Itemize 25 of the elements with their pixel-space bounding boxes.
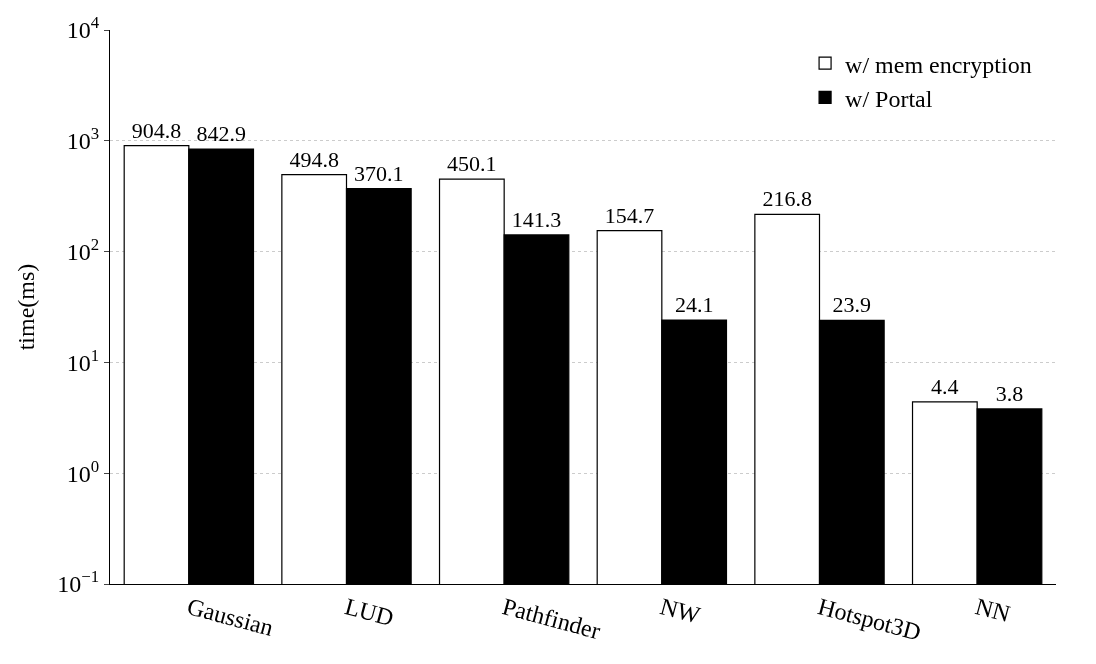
y-tick-label: 10$^{4}$ [66, 13, 100, 44]
data-label: 3.8 [995, 380, 1024, 406]
x-tick-label: Gaussian [184, 593, 277, 641]
y-axis-title: time(ms) [13, 263, 40, 351]
data-label: 154.7 [604, 202, 655, 228]
y-tick-label: 10$^{2}$ [66, 234, 100, 265]
data-label: 370.1 [354, 160, 404, 186]
data-label: 4.4 [931, 373, 959, 399]
data-label: 494.8 [289, 146, 339, 172]
y-tick-label: 10$^{0}$ [66, 456, 100, 487]
data-label: 842.9 [196, 121, 246, 147]
data-label: 904.8 [131, 117, 182, 143]
legend-label: w/ Portal [845, 85, 933, 112]
data-label: 23.9 [832, 292, 872, 318]
y-tick-label: 10$^{3}$ [66, 124, 100, 155]
y-tick-label: 10$^{−1}$ [57, 567, 100, 598]
data-label: 216.8 [762, 186, 812, 212]
x-tick-label: LUD [342, 593, 397, 631]
y-tick-label: 10$^{1}$ [66, 345, 100, 376]
data-label: 24.1 [674, 292, 714, 318]
data-label: 450.1 [447, 151, 497, 177]
data-label: 141.3 [511, 206, 562, 232]
x-tick-label: NW [657, 593, 704, 629]
x-tick-label: NN [972, 593, 1013, 628]
legend-label: w/ mem encryption [845, 51, 1032, 78]
